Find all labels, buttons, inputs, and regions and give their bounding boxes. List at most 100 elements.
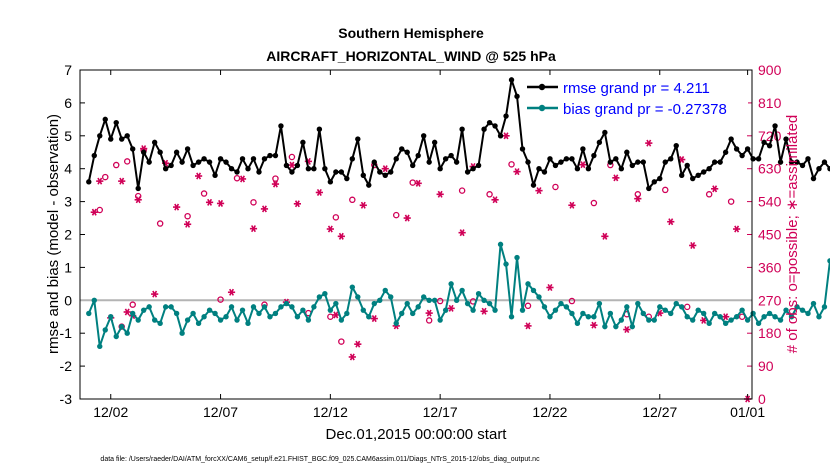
rmse-point — [651, 179, 657, 185]
bias-point — [140, 307, 147, 313]
rmse-point — [690, 175, 696, 182]
rmse-point — [706, 166, 712, 172]
bias-point — [569, 310, 575, 317]
obs-possible-marker — [705, 191, 713, 198]
x-tick-label: 01/01 — [730, 404, 765, 420]
bias-point — [635, 300, 641, 307]
rmse-point — [646, 185, 652, 192]
y-right-tick-label: 270 — [758, 292, 782, 308]
rmse-point — [366, 182, 372, 188]
rmse-point — [179, 159, 185, 165]
bias-point — [234, 317, 240, 323]
rmse-point — [360, 172, 366, 178]
bias-point — [261, 304, 268, 310]
bias-point — [733, 314, 740, 320]
rmse-point — [679, 172, 685, 178]
rmse-point — [289, 169, 295, 175]
bias-point — [217, 317, 224, 323]
rmse-point — [514, 93, 520, 100]
y-right-tick-label: 630 — [758, 161, 782, 177]
bias-point — [195, 320, 202, 327]
obs-assimilated-marker — [667, 218, 675, 226]
x-tick-label: 12/22 — [532, 404, 567, 420]
plot-area — [80, 70, 752, 399]
obs-assimilated-marker — [337, 232, 345, 240]
bias-point — [563, 304, 570, 310]
y-tick-label: 7 — [64, 62, 72, 78]
obs-assimilated-marker — [425, 309, 433, 317]
obs-assimilated-marker — [436, 190, 444, 198]
obs-assimilated-marker — [194, 172, 203, 180]
bias-point — [657, 304, 663, 310]
bias-point — [179, 330, 185, 336]
rmse-point — [805, 156, 811, 162]
y-right-tick-label: 540 — [758, 194, 782, 210]
y-right-tick-label: 180 — [758, 325, 782, 341]
obs-assimilated-marker — [447, 304, 455, 312]
obs-assimilated-marker — [216, 199, 225, 207]
obs-assimilated-marker — [381, 165, 389, 173]
bias-point — [283, 300, 290, 307]
obs-possible-marker — [272, 175, 279, 182]
rmse-point — [228, 166, 235, 172]
bias-point — [668, 310, 674, 317]
x-tick-label: 12/07 — [203, 404, 238, 420]
bias-point — [437, 317, 443, 323]
rmse-point — [640, 159, 646, 165]
bias-point — [338, 317, 345, 323]
bias-point — [706, 320, 712, 327]
obs-possible-marker — [436, 297, 444, 305]
rmse-point — [448, 152, 454, 159]
y-tick-label: 0 — [64, 292, 72, 308]
bias-point — [788, 314, 795, 320]
bias-point — [135, 317, 141, 323]
rmse-point — [316, 126, 323, 132]
obs-possible-marker — [349, 196, 356, 204]
bias-point — [679, 304, 685, 310]
bias-point — [459, 287, 465, 294]
bias-point — [772, 314, 778, 320]
y-tick-label: 2 — [64, 227, 72, 243]
obs-assimilated-marker — [546, 283, 554, 292]
rmse-point — [415, 152, 421, 159]
rmse-point — [124, 133, 130, 139]
bias-point — [816, 314, 822, 320]
bias-point — [492, 307, 498, 313]
bias-point — [294, 314, 301, 320]
bias-point — [223, 314, 229, 320]
obs-possible-marker — [727, 198, 735, 205]
rmse-point — [717, 159, 723, 165]
y-tick-label: 4 — [64, 161, 72, 177]
bias-point — [86, 310, 92, 317]
y-axis-right-label: # of obs: o=possible; ∗=assimilated — [784, 115, 801, 354]
bias-point — [146, 304, 152, 310]
rmse-point — [486, 119, 493, 126]
rmse-point — [508, 77, 515, 83]
rmse-point — [657, 175, 663, 182]
obs-assimilated-marker — [414, 179, 422, 187]
x-tick-label: 12/17 — [423, 404, 458, 420]
bias-point — [108, 314, 114, 320]
bias-point — [640, 310, 646, 317]
obs-assimilated-marker — [123, 308, 131, 316]
bias-point — [382, 287, 388, 294]
rmse-point — [788, 159, 795, 165]
bias-point — [783, 307, 789, 313]
rmse-point — [662, 159, 668, 165]
rmse-point — [399, 146, 405, 152]
bias-point — [349, 284, 356, 290]
rmse-point — [519, 146, 526, 152]
bias-point — [690, 317, 696, 323]
rmse-point — [119, 136, 125, 142]
rmse-point — [464, 169, 471, 175]
rmse-point — [283, 162, 290, 169]
obs-possible-marker — [96, 206, 104, 214]
obs-possible-marker — [200, 190, 208, 197]
bias-point — [245, 320, 251, 327]
bias-point — [316, 294, 323, 300]
bias-point — [777, 317, 784, 323]
obs-assimilated-marker — [151, 290, 159, 298]
rmse-point — [223, 159, 229, 165]
obs-possible-marker — [250, 199, 257, 206]
obs-assimilated-marker — [332, 311, 340, 319]
